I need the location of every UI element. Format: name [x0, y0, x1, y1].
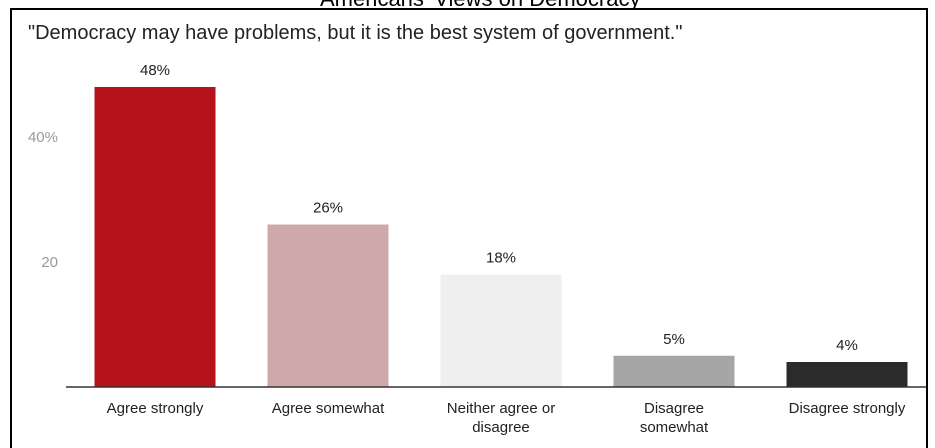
category-label-4: Disagree strongly — [789, 400, 906, 417]
bar-4 — [786, 362, 908, 387]
value-label-1: 26% — [313, 200, 343, 217]
cut-off-heading-text: Americans' Views on Democracy — [320, 0, 640, 8]
chart-title: "Democracy may have problems, but it is … — [28, 22, 683, 44]
category-label-3-line-1: somewhat — [640, 419, 709, 436]
value-label-2: 18% — [486, 250, 516, 267]
bars — [94, 87, 908, 387]
value-label-0: 48% — [140, 62, 170, 79]
value-label-3: 5% — [663, 331, 685, 348]
category-label-3-line-0: Disagree — [644, 400, 704, 417]
category-label-0: Agree strongly — [107, 400, 204, 417]
y-axis-ticks: 40% 20 — [28, 129, 58, 271]
category-label-2-line-1: disagree — [472, 419, 530, 436]
category-label-1: Agree somewhat — [272, 400, 385, 417]
bar-3 — [613, 355, 735, 387]
value-label-4: 4% — [836, 337, 858, 354]
cut-off-heading: Americans' Views on Democracy — [0, 0, 935, 8]
bar-1 — [267, 224, 389, 387]
bar-0 — [94, 87, 216, 387]
category-label-2-line-0: Neither agree or — [447, 400, 555, 417]
value-labels: 48% 26% 18% 5% 4% — [140, 62, 858, 354]
y-tick-label-0: 40% — [28, 129, 58, 146]
bar-2 — [440, 274, 562, 387]
y-tick-label-1: 20 — [41, 254, 58, 271]
x-axis-labels: Agree strongly Agree somewhat Neither agre… — [107, 400, 906, 436]
